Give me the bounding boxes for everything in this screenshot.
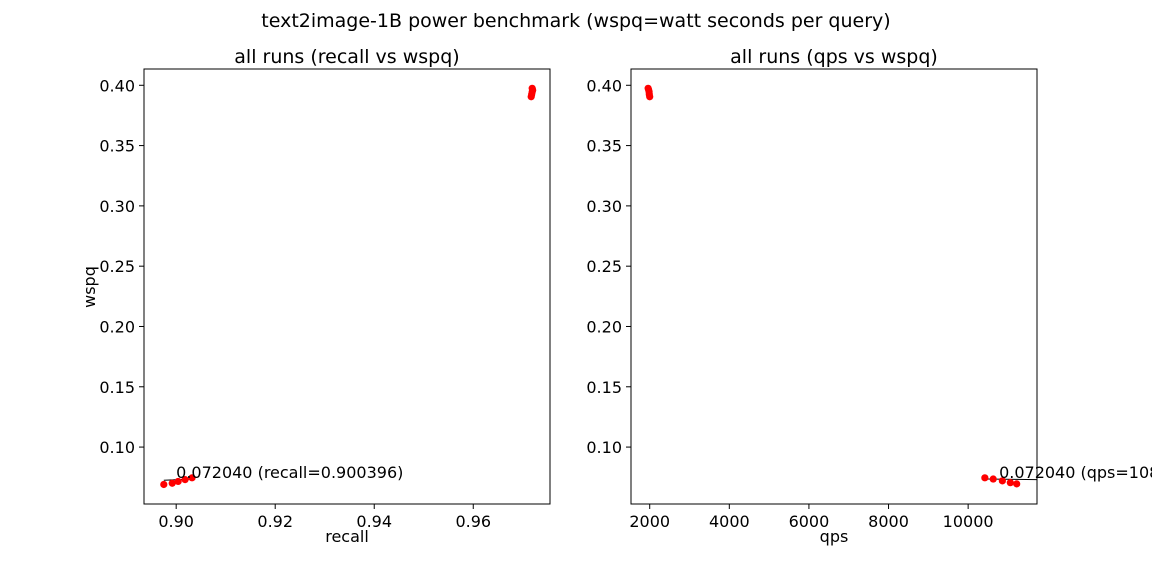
data-point	[1006, 479, 1014, 487]
annotation-label: 0.072040 (recall=0.900396)	[176, 463, 403, 482]
y-tick-label: 0.20	[99, 317, 135, 336]
data-point	[989, 475, 997, 483]
annotation-label: 0.072040 (qps=10827.451264)	[999, 463, 1152, 482]
chart-qps-vs-wspq: all runs (qps vs wspq) 0.100.150.200.250…	[586, 46, 1152, 546]
x-tick-label: 0.94	[356, 512, 392, 531]
y-ticks: 0.10 0.15 0.20 0.25 0.30 0.35 0.40	[586, 76, 631, 457]
x-tick-label: 8000	[868, 512, 909, 531]
x-tick-label: 0.96	[455, 512, 491, 531]
x-tick-label: 6000	[789, 512, 830, 531]
y-tick-label: 0.35	[586, 137, 622, 156]
chart-title: all runs (recall vs wspq)	[234, 46, 459, 68]
chart-title: all runs (qps vs wspq)	[730, 46, 938, 68]
plot-frame	[630, 68, 1038, 505]
data-point	[1013, 480, 1021, 488]
chart-recall-vs-wspq: all runs (recall vs wspq) 0.100.150.200.…	[80, 46, 551, 546]
y-tick-label: 0.30	[586, 197, 622, 216]
x-tick-label: 10000	[943, 512, 994, 531]
data-point	[188, 474, 196, 482]
data-point	[168, 479, 176, 487]
data-point	[160, 480, 168, 489]
data-points	[160, 84, 537, 489]
x-tick-label: 2000	[629, 512, 670, 531]
data-point	[528, 84, 536, 92]
y-tick-label: 0.25	[586, 257, 622, 276]
x-axis-label: recall	[325, 527, 369, 546]
y-tick-label: 0.40	[586, 76, 622, 95]
x-tick-label: 0.90	[158, 512, 194, 531]
x-axis-label: qps	[820, 527, 849, 546]
y-tick-label: 0.15	[586, 378, 622, 397]
y-ticks: 0.10 0.15 0.20 0.25 0.30 0.35 0.40	[99, 76, 144, 457]
x-ticks: 0.90 0.92 0.94 0.96	[158, 504, 491, 531]
x-tick-label: 4000	[709, 512, 750, 531]
y-tick-label: 0.10	[99, 438, 135, 457]
data-point	[174, 477, 182, 486]
y-tick-label: 0.10	[586, 438, 622, 457]
data-points	[644, 84, 1021, 488]
data-point	[646, 93, 654, 101]
x-tick-label: 0.92	[257, 512, 293, 531]
plot-frame	[143, 68, 551, 505]
y-tick-label: 0.15	[99, 378, 135, 397]
figure-suptitle: text2image-1B power benchmark (wspq=watt…	[261, 10, 890, 32]
y-tick-label: 0.20	[586, 317, 622, 336]
y-tick-label: 0.30	[99, 197, 135, 216]
data-point	[181, 476, 189, 484]
y-tick-label: 0.40	[99, 76, 135, 95]
x-ticks: 2000 4000 6000 8000 10000	[629, 504, 994, 531]
y-tick-label: 0.35	[99, 137, 135, 156]
data-point	[981, 474, 989, 482]
y-tick-label: 0.25	[99, 257, 135, 276]
y-axis-label: wspq	[80, 266, 99, 308]
data-point	[998, 477, 1006, 485]
